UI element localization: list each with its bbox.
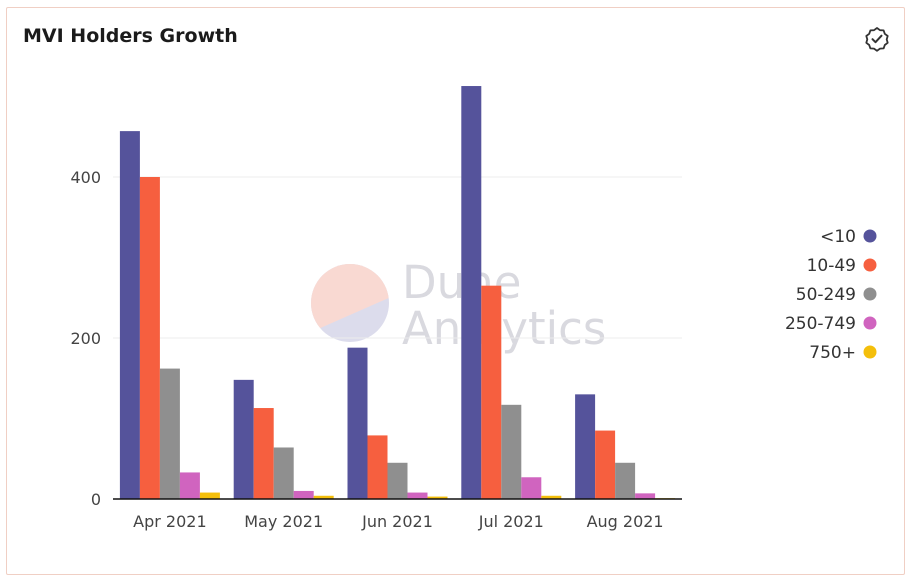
bar (427, 496, 448, 499)
legend-label: 50-249 (796, 285, 856, 305)
legend-marker (863, 258, 877, 272)
bar (595, 430, 616, 499)
bar (179, 472, 200, 499)
bar (273, 447, 294, 499)
bar (313, 495, 334, 499)
x-tick-labels: Apr 2021 May 2021 Jun 2021 Jul 2021 Aug 2021 (133, 512, 663, 531)
legend-marker (863, 287, 877, 301)
x-tick-label: Jul 2021 (478, 512, 544, 531)
bar (635, 493, 656, 499)
bar (407, 492, 428, 499)
bar (139, 177, 160, 499)
bar (461, 86, 482, 499)
check-badge-icon[interactable] (864, 26, 890, 52)
bar (615, 462, 636, 499)
bar (119, 131, 140, 500)
legend-marker (863, 316, 877, 330)
legend-marker (863, 345, 877, 359)
bar (521, 477, 542, 499)
bar (293, 490, 314, 499)
bar (541, 495, 562, 499)
legend-marker (863, 229, 877, 243)
legend-label: <10 (820, 227, 856, 247)
x-tick-label: Jun 2021 (361, 512, 433, 531)
bar (367, 435, 388, 499)
y-tick-label: 200 (70, 329, 101, 348)
bar (199, 492, 220, 499)
legend-label: 10-49 (807, 256, 856, 276)
legend-label: 750+ (809, 343, 856, 363)
bar (347, 347, 368, 499)
watermark-text-analytics: Analytics (402, 302, 606, 355)
bar (387, 462, 408, 499)
bar (159, 368, 180, 499)
legend-label: 250-749 (785, 314, 856, 334)
y-gridlines (113, 176, 682, 339)
y-tick-labels: 0 200 400 (70, 168, 101, 509)
legend: <10 10-49 50-249 250-749 750+ (785, 227, 877, 363)
bar (501, 404, 522, 499)
chart-title: MVI Holders Growth (23, 25, 238, 47)
bar (233, 379, 254, 499)
bar (253, 408, 274, 499)
x-tick-label: May 2021 (244, 512, 323, 531)
y-tick-label: 400 (70, 168, 101, 187)
bar (481, 285, 502, 499)
dune-analytics-watermark: Dune Analytics (311, 256, 606, 355)
bars (119, 86, 676, 500)
bar (575, 394, 596, 499)
x-tick-label: Apr 2021 (133, 512, 206, 531)
x-tick-label: Aug 2021 (587, 512, 664, 531)
y-tick-label: 0 (91, 490, 101, 509)
